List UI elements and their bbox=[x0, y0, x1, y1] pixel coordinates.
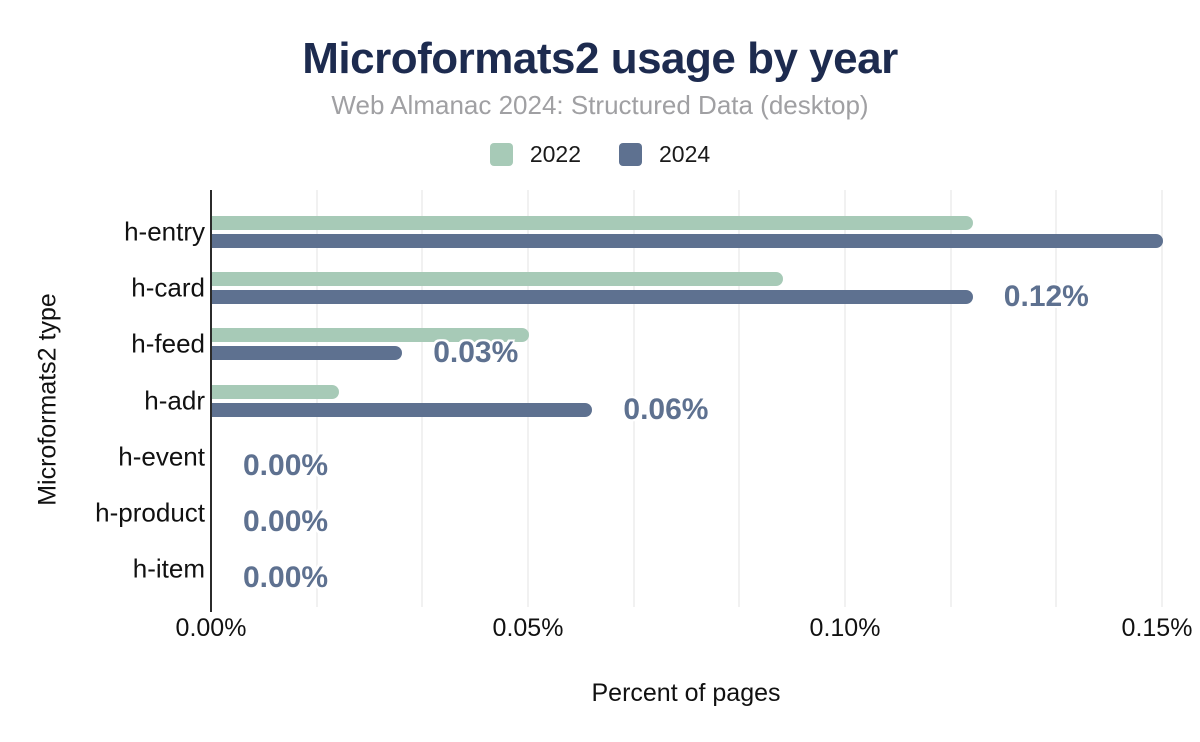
category-label-h-event: h-event bbox=[118, 441, 205, 472]
value-label-h-adr: 0.06% bbox=[623, 392, 709, 426]
plot-gridline bbox=[738, 190, 741, 607]
chart-legend: 2022 2024 bbox=[0, 141, 1200, 168]
plot-gridline bbox=[949, 190, 952, 607]
value-label-h-event: 0.00% bbox=[243, 448, 329, 482]
plot-gridline bbox=[632, 190, 635, 607]
legend-item-2024: 2024 bbox=[619, 141, 710, 168]
category-label-h-item: h-item bbox=[132, 553, 205, 584]
x-tick-label: 0.00% bbox=[175, 614, 247, 642]
legend-label-2022: 2022 bbox=[529, 141, 581, 167]
x-tick-label: 0.10% bbox=[809, 614, 881, 642]
value-label-h-feed: 0.03% bbox=[433, 336, 519, 370]
bar-2024-h-entry bbox=[212, 234, 1163, 248]
plot-gridline bbox=[527, 190, 529, 607]
bar-2022-h-adr bbox=[212, 384, 339, 399]
bar-2024-h-feed bbox=[212, 346, 403, 361]
plot-gridline bbox=[421, 190, 424, 607]
legend-label-2024: 2024 bbox=[659, 141, 711, 167]
chart-title: Microformats2 usage by year bbox=[302, 34, 898, 83]
bar-2024-h-adr bbox=[212, 402, 593, 417]
value-label-h-item: 0.00% bbox=[243, 561, 329, 595]
x-axis-title: Percent of pages bbox=[591, 679, 781, 707]
chart-subtitle: Web Almanac 2024: Structured Data (deskt… bbox=[331, 90, 869, 120]
legend-item-2022: 2022 bbox=[489, 141, 581, 168]
x-tick-label: 0.05% bbox=[492, 614, 564, 642]
y-axis-line bbox=[210, 190, 212, 612]
bar-2022-h-feed bbox=[212, 328, 529, 343]
category-label-h-product: h-product bbox=[95, 497, 205, 528]
category-label-h-adr: h-adr bbox=[144, 385, 205, 416]
plot-gridline bbox=[1161, 190, 1163, 607]
category-label-h-feed: h-feed bbox=[131, 328, 205, 359]
plot-gridline bbox=[1055, 190, 1058, 607]
category-label-h-entry: h-entry bbox=[124, 216, 205, 247]
value-label-h-product: 0.00% bbox=[243, 505, 329, 538]
plot-gridline bbox=[844, 190, 846, 607]
bar-2024-h-card bbox=[212, 290, 973, 305]
bar-2022-h-card bbox=[212, 272, 783, 287]
bar-2022-h-entry bbox=[212, 216, 973, 230]
legend-swatch-2024 bbox=[619, 143, 642, 166]
value-label-h-card: 0.12% bbox=[1003, 280, 1089, 314]
legend-swatch-2022 bbox=[489, 143, 513, 166]
category-label-h-card: h-card bbox=[131, 272, 205, 303]
x-tick-label: 0.15% bbox=[1121, 614, 1193, 642]
